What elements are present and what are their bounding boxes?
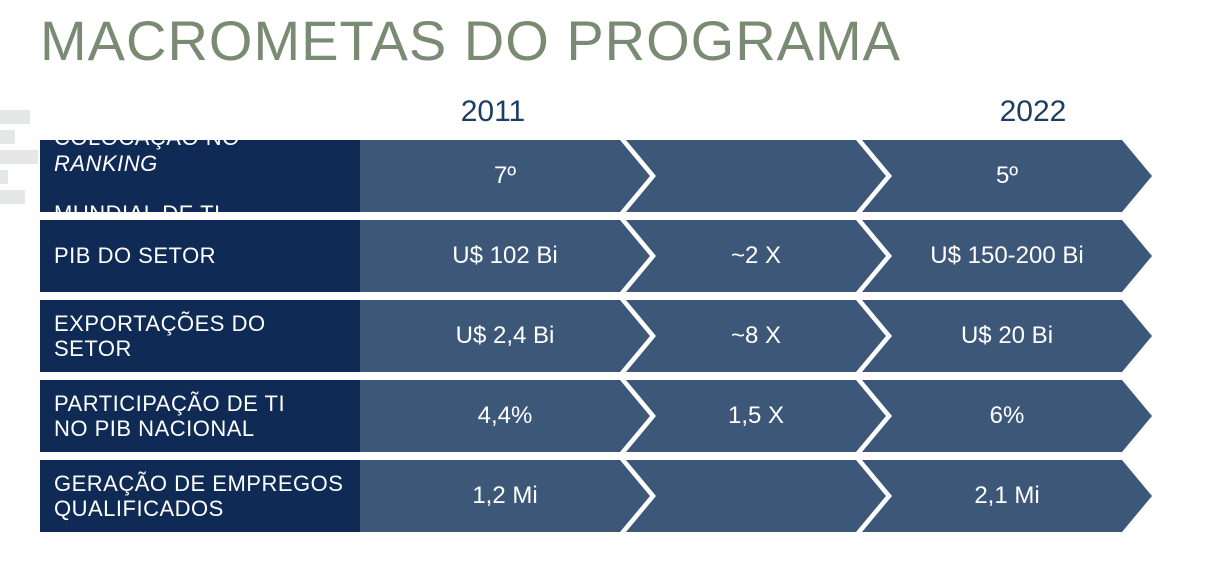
chevron-mid: ~8 X — [626, 300, 886, 372]
chevron-value: 6% — [990, 402, 1025, 430]
chevron-mid — [626, 460, 886, 532]
table-row: PARTICIPAÇÃO DE TI NO PIB NACIONAL 4,4% 1,… — [40, 380, 1190, 452]
chevron-v2011: 1,2 Mi — [360, 460, 650, 532]
chevron-value: U$ 20 Bi — [961, 322, 1053, 350]
chevron-v2022: 6% — [862, 380, 1152, 452]
table-row: COLOCAÇÃO NO RANKING MUNDIAL DE TI 7º 5º — [40, 140, 1190, 212]
chevron-value: 2,1 Mi — [974, 482, 1039, 510]
chevron-mid — [626, 140, 886, 212]
page-title: MACROMETAS DO PROGRAMA — [40, 8, 901, 73]
chevron-mid: 1,5 X — [626, 380, 886, 452]
table-row: PIB DO SETOR U$ 102 Bi ~2 X U$ 150-200 Bi — [40, 220, 1190, 292]
row-label: PARTICIPAÇÃO DE TI NO PIB NACIONAL — [40, 380, 360, 452]
chevron-track: U$ 102 Bi ~2 X U$ 150-200 Bi — [360, 220, 1190, 292]
row-label: COLOCAÇÃO NO RANKING MUNDIAL DE TI — [40, 140, 360, 212]
chevron-track: 4,4% 1,5 X 6% — [360, 380, 1190, 452]
header-2022: 2022 — [908, 95, 1158, 129]
chevron-value: U$ 150-200 Bi — [930, 242, 1083, 270]
chevron-value: 5º — [996, 162, 1018, 190]
row-label: PIB DO SETOR — [40, 220, 360, 292]
chevron-track: U$ 2,4 Bi ~8 X U$ 20 Bi — [360, 300, 1190, 372]
chevron-value: 4,4% — [478, 402, 533, 430]
chevron-value: 7º — [494, 162, 516, 190]
chevron-v2011: 4,4% — [360, 380, 650, 452]
chevron-v2022: U$ 20 Bi — [862, 300, 1152, 372]
table-row: GERAÇÃO DE EMPREGOS QUALIFICADOS 1,2 Mi 2,… — [40, 460, 1190, 532]
chevron-value: 1,2 Mi — [472, 482, 537, 510]
chevron-value: U$ 2,4 Bi — [456, 322, 555, 350]
table-row: EXPORTAÇÕES DO SETOR U$ 2,4 Bi ~8 X U$ 20 B… — [40, 300, 1190, 372]
chevron-v2011: U$ 2,4 Bi — [360, 300, 650, 372]
decorative-bars — [0, 100, 40, 300]
row-label: GERAÇÃO DE EMPREGOS QUALIFICADOS — [40, 460, 360, 532]
chevron-v2011: 7º — [360, 140, 650, 212]
chevron-value: U$ 102 Bi — [452, 242, 557, 270]
chevron-value: ~2 X — [731, 242, 781, 270]
chevron-value: ~8 X — [731, 322, 781, 350]
chevron-v2022: U$ 150-200 Bi — [862, 220, 1152, 292]
row-label: EXPORTAÇÕES DO SETOR — [40, 300, 360, 372]
header-2011: 2011 — [368, 95, 618, 129]
chevron-v2022: 5º — [862, 140, 1152, 212]
chevron-track: 7º 5º — [360, 140, 1190, 212]
chevron-track: 1,2 Mi 2,1 Mi — [360, 460, 1190, 532]
chevron-v2022: 2,1 Mi — [862, 460, 1152, 532]
year-headers: 2011 2022 — [40, 95, 1180, 129]
rows-container: COLOCAÇÃO NO RANKING MUNDIAL DE TI 7º 5º PI… — [40, 140, 1190, 540]
chevron-v2011: U$ 102 Bi — [360, 220, 650, 292]
chevron-mid: ~2 X — [626, 220, 886, 292]
chevron-value: 1,5 X — [728, 402, 784, 430]
